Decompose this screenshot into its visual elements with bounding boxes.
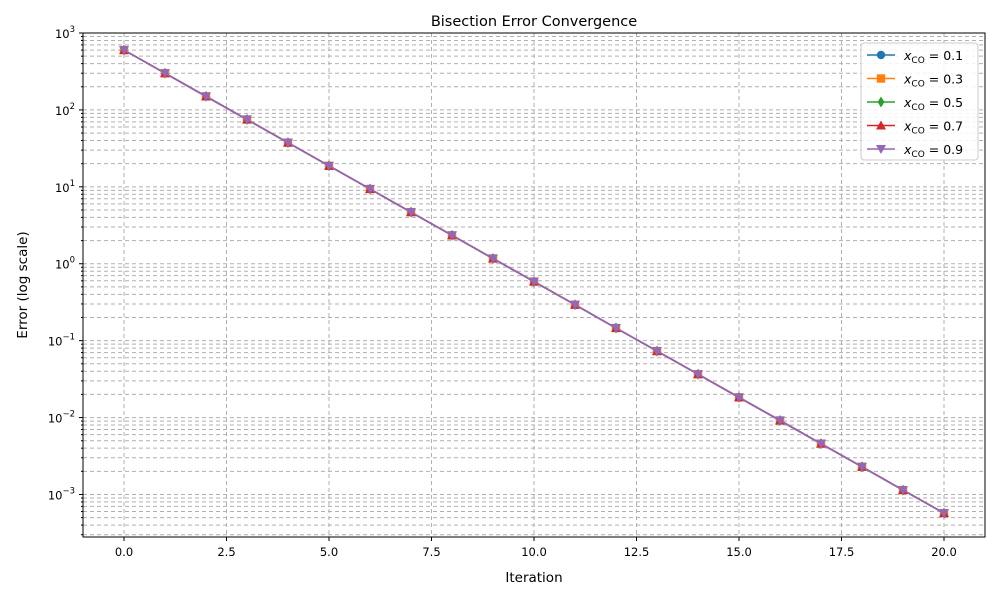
legend-item: xCO = 0.9 xyxy=(867,142,963,160)
data-point xyxy=(939,509,949,519)
legend-item: xCO = 0.7 xyxy=(867,119,963,137)
series-layer xyxy=(119,44,949,519)
y-axis-label: Error (log scale) xyxy=(15,231,31,338)
x-tick-label: 20.0 xyxy=(931,545,957,559)
data-point xyxy=(447,231,457,241)
data-point xyxy=(160,69,170,79)
legend-label: xCO = 0.7 xyxy=(903,119,963,137)
y-tick-label: 10−3 xyxy=(48,486,75,502)
x-tick-label: 2.5 xyxy=(217,545,235,559)
data-point xyxy=(775,416,785,426)
legend-item: xCO = 0.5 xyxy=(867,95,963,113)
legend-box xyxy=(860,42,979,161)
legend-swatch-marker xyxy=(876,120,886,130)
data-point xyxy=(365,184,375,194)
legend-item: xCO = 0.3 xyxy=(867,72,963,90)
legend-swatch-marker xyxy=(876,145,886,154)
data-point xyxy=(406,208,416,218)
data-point xyxy=(201,92,211,102)
data-point xyxy=(652,347,662,357)
legend-label: xCO = 0.3 xyxy=(903,72,963,90)
data-point xyxy=(529,277,539,287)
x-tick-label: 5.0 xyxy=(320,545,338,559)
data-point xyxy=(283,138,293,148)
data-point xyxy=(857,462,867,472)
legend-item: xCO = 0.1 xyxy=(867,48,963,66)
grid xyxy=(83,32,985,537)
data-point xyxy=(324,161,334,171)
legend-label: xCO = 0.1 xyxy=(903,48,963,66)
legend-swatch-marker xyxy=(876,50,886,60)
legend: xCO = 0.1 xCO = 0.3 xCO = 0.5 xCO = 0.7 xCO … xyxy=(860,42,979,161)
data-point xyxy=(242,115,252,125)
x-tick-label: 0.0 xyxy=(115,545,133,559)
x-tick-label: 7.5 xyxy=(422,545,440,559)
y-tick-label: 103 xyxy=(55,25,75,41)
legend-swatch-marker xyxy=(877,96,885,108)
y-tick-label: 102 xyxy=(55,102,75,118)
x-axis-label: Iteration xyxy=(505,570,562,586)
x-tick-label: 12.5 xyxy=(624,545,650,559)
y-tick-label: 100 xyxy=(55,256,75,272)
y-tick-label: 10−2 xyxy=(48,410,75,426)
data-point xyxy=(734,393,744,403)
series-5 xyxy=(119,46,949,519)
y-axis: 10−3 10−2 10−1 100 101 102 103 xyxy=(48,25,83,536)
legend-swatch-marker xyxy=(876,74,886,83)
legend-label: xCO = 0.9 xyxy=(903,142,963,160)
data-point xyxy=(488,254,498,264)
data-point xyxy=(570,300,580,310)
data-point xyxy=(898,486,908,496)
data-point xyxy=(693,370,703,380)
x-tick-label: 17.5 xyxy=(829,545,855,559)
chart-title: Bisection Error Convergence xyxy=(431,14,637,30)
data-point xyxy=(611,324,621,334)
data-point xyxy=(119,46,129,56)
x-axis: 0.0 2.5 5.0 7.5 10.0 12.5 15.0 17.5 20.0 xyxy=(115,537,957,559)
data-point xyxy=(816,439,826,449)
x-tick-label: 10.0 xyxy=(521,545,547,559)
y-tick-label: 10−1 xyxy=(48,333,75,349)
x-tick-label: 15.0 xyxy=(726,545,752,559)
y-tick-label: 101 xyxy=(55,179,75,195)
legend-label: xCO = 0.5 xyxy=(903,95,963,113)
